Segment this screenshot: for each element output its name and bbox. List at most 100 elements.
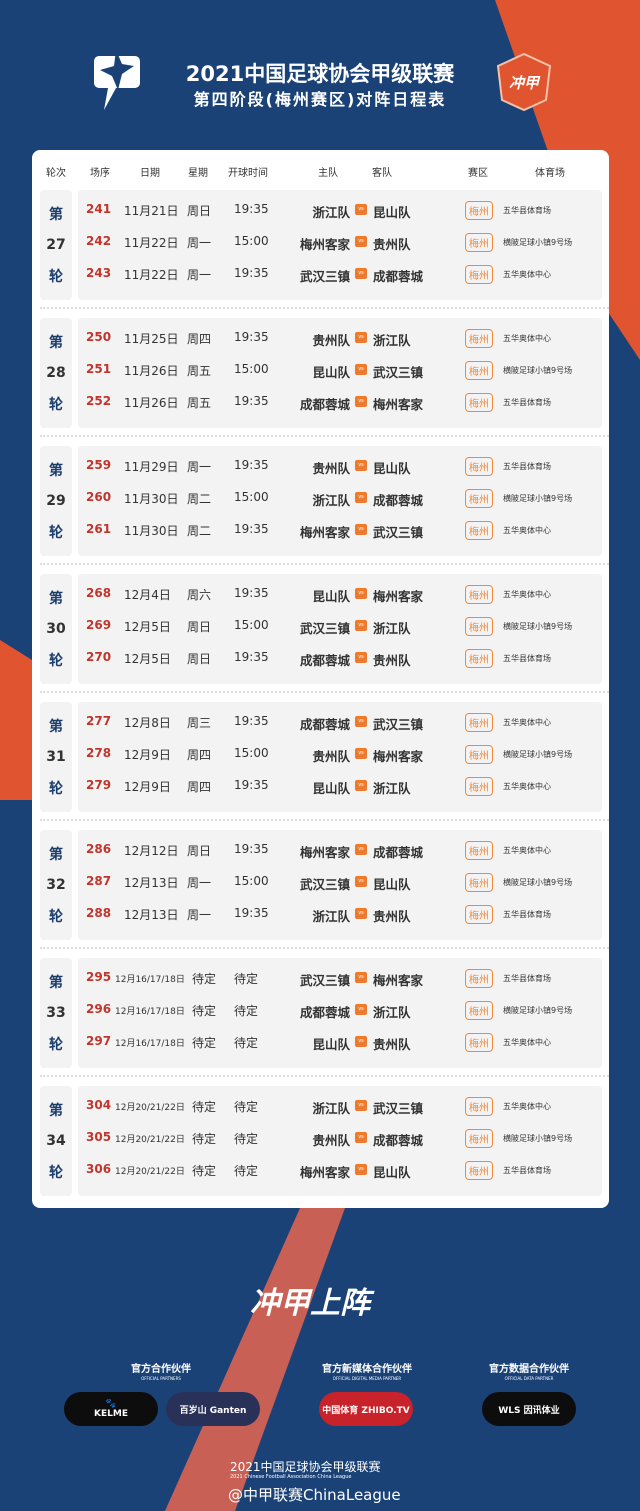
table-row: 278 12月9日 周四 15:00 贵州队 vs 梅州客家 梅州 横陂足球小镇9号场 [78,744,602,764]
round-prefix: 第 [49,975,63,992]
table-row: 243 11月22日 周一 19:35 武汉三镇 vs 成都蓉城 梅州 五华奥体中心 [78,264,602,284]
match-number: 243 [86,266,112,280]
round-prefix: 第 [49,335,63,352]
table-row: 260 11月30日 周二 15:00 浙江队 vs 成都蓉城 梅州 横陂足球小镇9号场 [78,488,602,508]
kickoff-time: 15:00 [234,490,269,504]
home-team: 贵州队 [312,1133,350,1148]
weekday: 周日 [187,620,212,634]
kickoff-time: 15:00 [234,234,269,248]
match-number: 287 [86,874,112,888]
chongjia-badge: 冲甲 [496,52,552,112]
kickoff-time: 15:00 [234,618,269,632]
away-team: 武汉三镇 [373,1101,424,1116]
kickoff-time: 19:35 [234,458,269,472]
stadium: 五华县体育场 [503,910,551,919]
vs-icon: vs [355,1132,367,1143]
stadium: 横陂足球小镇9号场 [503,622,573,631]
vs-icon: vs [355,332,367,343]
match-number: 260 [86,490,112,504]
kickoff-time: 待定 [234,972,259,986]
round-label: 第 32 轮 [40,830,72,940]
divider [40,435,609,437]
match-number: 288 [86,906,112,920]
home-team: 成都蓉城 [299,397,350,412]
round-suffix: 轮 [49,780,63,797]
home-team: 贵州队 [312,461,350,476]
weekday: 周一 [187,268,212,282]
weekday: 待定 [192,1164,217,1178]
away-team: 梅州客家 [373,589,424,604]
weibo-handle[interactable]: @中甲联赛ChinaLeague [228,1486,401,1504]
vs-icon: vs [355,460,367,471]
column-header: 主队 [318,168,338,179]
round-matches: 286 12月12日 周日 19:35 梅州客家 vs 成都蓉城 梅州 五华奥体中心 287 12月… [78,830,602,940]
match-date: 12月8日 [124,716,171,730]
vs-icon: vs [355,1164,367,1175]
media-partner-title: 官方新媒体合作伙伴 OFFICIAL DIGITAL MEDIA PARTNER [322,1364,412,1381]
zone-badge: 梅州 [465,1129,493,1148]
weekday: 周日 [187,652,212,666]
round-matches: 268 12月4日 周六 19:35 昆山队 vs 梅州客家 梅州 五华奥体中心 269 12月5日… [78,574,602,684]
table-row: 287 12月13日 周一 15:00 武汉三镇 vs 昆山队 梅州 横陂足球小镇9号场 [78,872,602,892]
stadium: 横陂足球小镇9号场 [503,494,573,503]
away-team: 浙江队 [373,333,411,348]
kickoff-time: 待定 [234,1100,259,1114]
match-date: 11月30日 [124,492,179,506]
stadium: 五华县体育场 [503,974,551,983]
weekday: 周三 [187,716,212,730]
stadium: 五华奥体中心 [503,1038,551,1047]
round-number: 27 [46,236,66,253]
away-team: 昆山队 [373,1165,411,1180]
match-date: 12月4日 [124,588,171,602]
zone-badge: 梅州 [465,201,493,220]
kickoff-time: 19:35 [234,202,269,216]
stadium: 五华县体育场 [503,462,551,471]
zone-badge: 梅州 [465,393,493,412]
zone-badge: 梅州 [465,1033,493,1052]
divider [40,1075,609,1077]
home-team: 浙江队 [312,205,350,220]
kickoff-time: 15:00 [234,874,269,888]
zone-badge: 梅州 [465,489,493,508]
table-row: 304 12月20/21/22日 待定 待定 浙江队 vs 武汉三镇 梅州 五华奥体中心 [78,1096,602,1116]
stadium: 横陂足球小镇9号场 [503,750,573,759]
weekday: 周日 [187,844,212,858]
column-header: 客队 [372,168,392,179]
match-number: 296 [86,1002,112,1016]
vs-icon: vs [355,972,367,983]
home-team: 武汉三镇 [299,973,350,988]
weekday: 待定 [192,1100,217,1114]
kickoff-time: 19:35 [234,842,269,856]
weekday: 周日 [187,204,212,218]
table-row: 250 11月25日 周四 19:35 贵州队 vs 浙江队 梅州 五华奥体中心 [78,328,602,348]
round-prefix: 第 [49,719,63,736]
vs-icon: vs [355,844,367,855]
vs-icon: vs [355,1004,367,1015]
zone-badge: 梅州 [465,265,493,284]
zone-badge: 梅州 [465,1097,493,1116]
round-prefix: 第 [49,207,63,224]
table-row: 295 12月16/17/18日 待定 待定 武汉三镇 vs 梅州客家 梅州 五华县体育场 [78,968,602,988]
match-date: 12月9日 [124,780,171,794]
stadium: 五华奥体中心 [503,590,551,599]
match-date: 11月22日 [124,268,179,282]
round-block: 第 27 轮 241 11月21日 周日 19:35 浙江队 vs 昆山队 梅州 五华县体育场 242 1… [40,190,609,309]
weekday: 待定 [192,972,217,986]
column-header: 体育场 [535,168,565,179]
weekday: 待定 [192,1036,217,1050]
stadium: 五华奥体中心 [503,1102,551,1111]
zone-badge: 梅州 [465,745,493,764]
weekday: 周一 [187,908,212,922]
vs-icon: vs [355,652,367,663]
table-row: 305 12月20/21/22日 待定 待定 贵州队 vs 成都蓉城 梅州 横陂足球小镇9号场 [78,1128,602,1148]
round-prefix: 第 [49,463,63,480]
zone-badge: 梅州 [465,841,493,860]
column-header: 赛区 [468,168,488,179]
away-team: 成都蓉城 [373,1133,424,1148]
kickoff-time: 19:35 [234,714,269,728]
round-number: 31 [46,748,66,765]
zone-badge: 梅州 [465,585,493,604]
zone-badge: 梅州 [465,873,493,892]
match-number: 277 [86,714,112,728]
away-team: 浙江队 [373,781,411,796]
